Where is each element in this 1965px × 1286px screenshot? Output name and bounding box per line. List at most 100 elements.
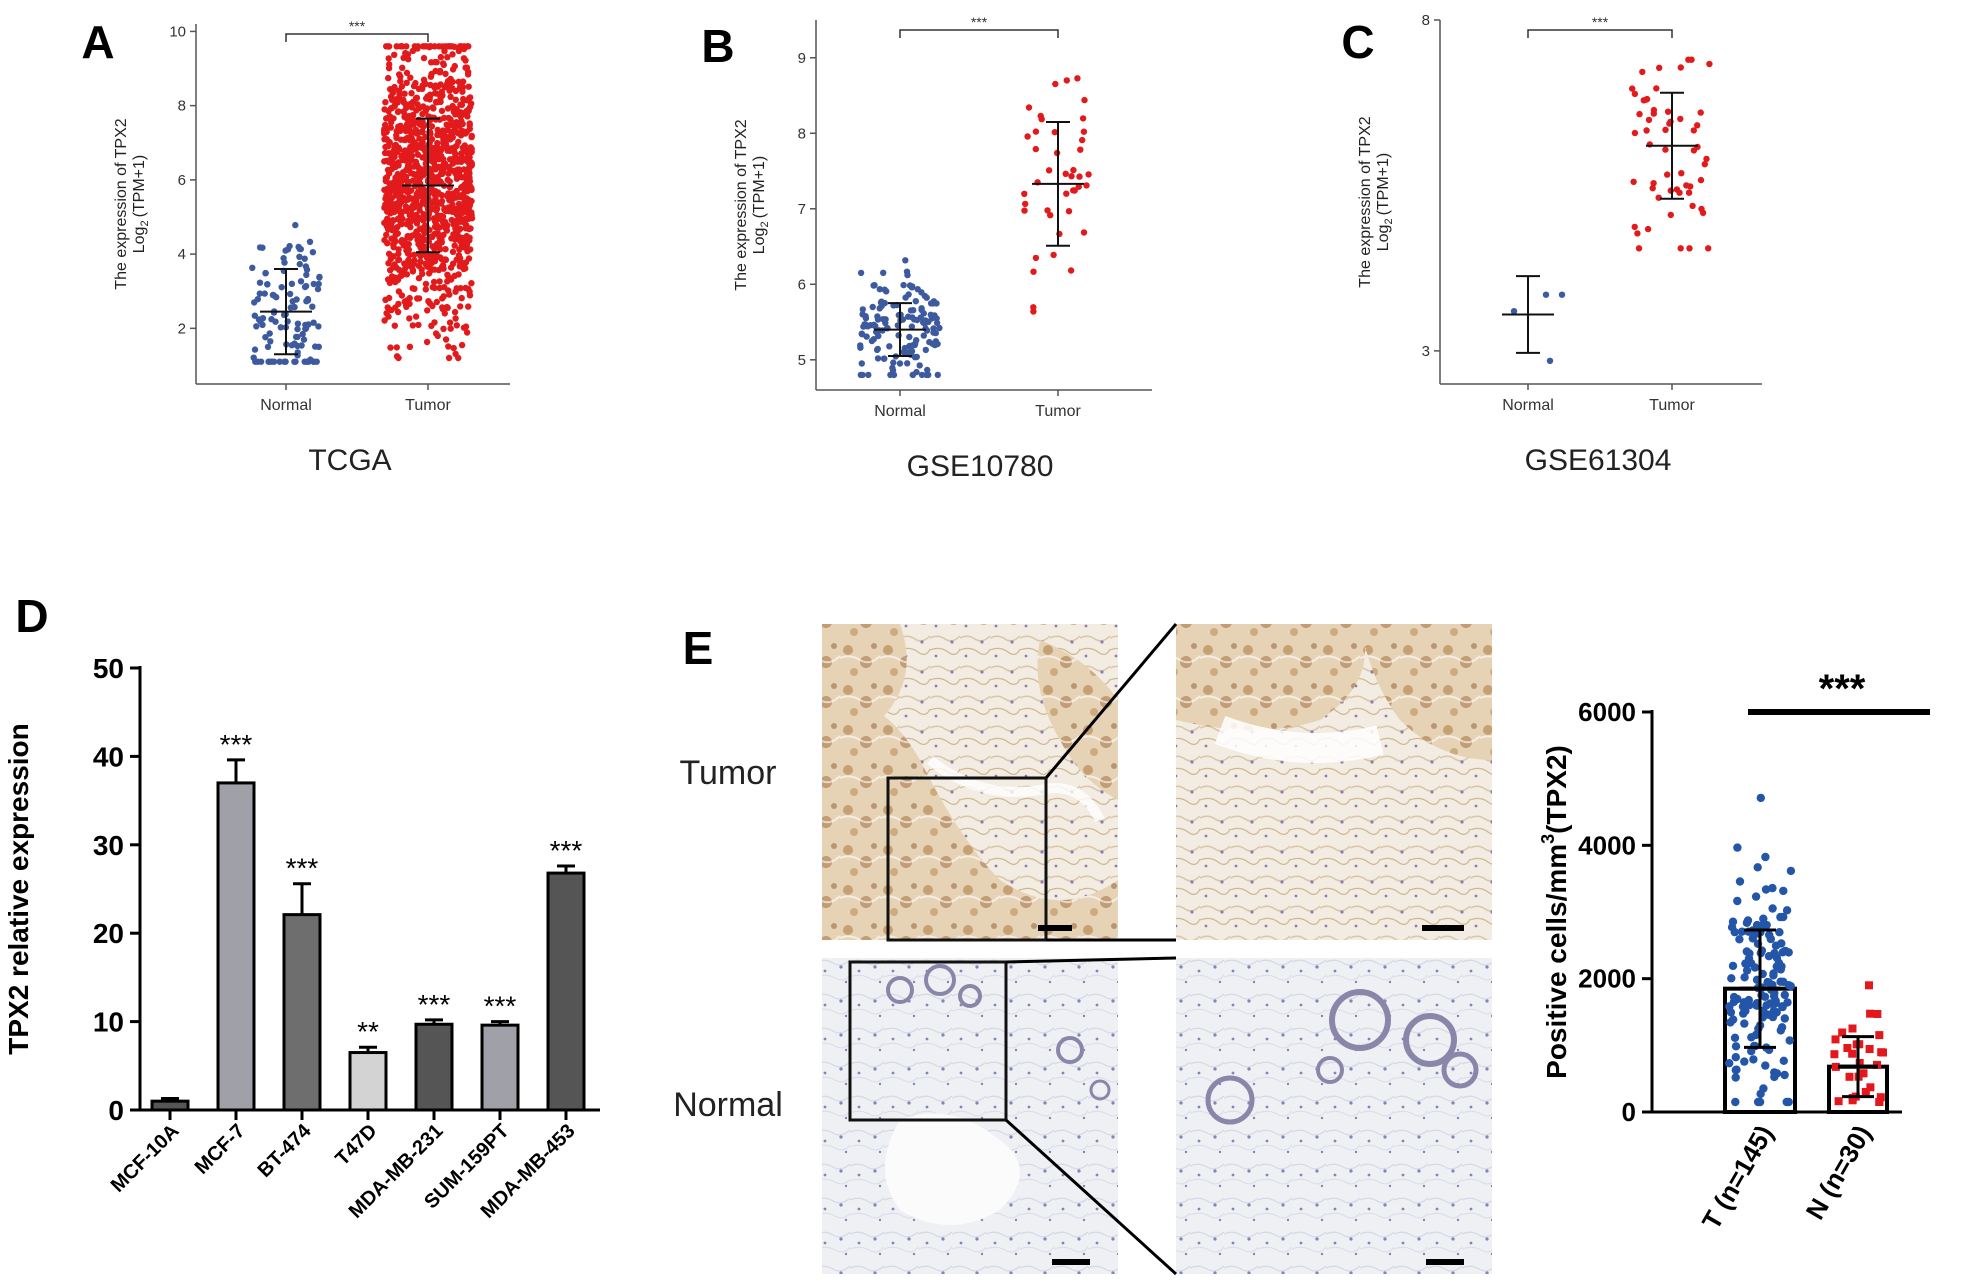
data-point-normal [936,324,943,332]
data-point-normal [900,281,907,289]
data-point-tumor [400,108,407,115]
bar-bt-474 [282,913,322,1112]
data-point-normal [1830,1050,1839,1059]
data-point-tumor [437,170,445,178]
data-point-normal [875,332,882,340]
data-point-tumor [1076,173,1083,180]
data-point-normal [922,346,929,354]
data-point-tumor [395,300,402,308]
data-point-tumor [438,107,446,115]
data-point-normal [255,316,263,323]
data-point-tumor [465,285,472,293]
data-point-tumor [1764,952,1774,961]
data-point-tumor [465,83,472,90]
data-point-tumor [426,234,433,242]
panel-a-scatter: 2 4 6 8 10 Normal Tumor The expression of TPX2 L… [113,18,510,477]
data-point-tumor [1030,268,1037,275]
data-point-tumor [1664,171,1671,178]
data-point-tumor [1785,1036,1794,1045]
data-point-tumor [468,148,475,156]
data-point-tumor [1667,187,1675,194]
data-point-tumor [429,199,436,206]
data-point-normal [882,319,889,327]
data-point-normal [278,284,285,291]
data-point-tumor [1779,977,1788,986]
data-point-tumor [454,231,461,239]
data-point-tumor [448,276,455,283]
data-point-normal [287,304,294,311]
data-point-tumor [392,162,400,169]
data-point-tumor [453,217,460,224]
data-point-tumor [438,197,446,205]
data-point-normal [300,336,308,343]
data-point-normal [291,358,298,365]
data-point-tumor [422,133,429,141]
data-point-tumor [430,278,438,286]
data-point-normal [294,320,302,327]
y-tick-label: 10 [169,23,186,40]
data-point-tumor [1080,128,1088,135]
data-point-tumor [437,53,445,61]
x-tick-label-tumor: Tumor [1649,397,1695,414]
y-tick-label: 0 [108,1095,124,1126]
data-point-tumor [1728,917,1738,926]
data-point-tumor [460,96,468,104]
data-point-tumor [1662,126,1669,133]
data-point-tumor [384,276,392,283]
data-point-tumor [1756,921,1765,931]
data-point-tumor [396,71,403,78]
data-point-tumor [1649,185,1656,192]
data-point-tumor [1079,115,1087,122]
data-point-tumor [440,293,447,300]
bar-t47d [348,1051,388,1112]
data-point-tumor [413,107,420,114]
bar-mda-mb-231 [414,1022,454,1112]
data-point-tumor [1070,166,1077,174]
data-point-tumor [1777,962,1786,971]
data-point-tumor [399,156,406,164]
data-point-tumor [398,176,406,184]
data-point-tumor [468,132,475,140]
data-point-tumor [1690,127,1698,134]
data-point-tumor [438,88,446,96]
y-tick-label: 6 [798,276,806,293]
data-point-tumor [459,234,467,242]
data-point-normal [857,269,865,277]
data-point-tumor [424,307,431,314]
data-point-tumor [1650,110,1658,117]
data-point-tumor [1045,167,1053,174]
x-tick-label-tumor: Tumor [1035,403,1081,420]
y-tick-label: 6 [178,172,186,189]
data-point-tumor [1694,122,1701,129]
data-point-tumor [399,215,406,222]
data-point-normal [302,282,310,290]
data-point-tumor [434,126,441,134]
data-point-normal [309,249,317,256]
data-point-tumor [1635,245,1643,252]
data-point-tumor [406,315,413,322]
data-point-tumor [1689,202,1696,210]
data-point-tumor [409,177,417,184]
data-point-tumor [1662,146,1669,153]
data-point-normal [934,371,941,379]
data-point-tumor [1768,1012,1778,1022]
data-point-normal [1865,1045,1874,1053]
panel-letter-a: A [81,16,114,68]
data-point-tumor [407,143,414,151]
data-point-tumor [1697,176,1705,184]
data-point-tumor [392,231,399,239]
data-point-tumor [1768,883,1777,893]
zoom-line-tumor-top [1044,623,1178,779]
x-tick-label: MCF-7 [191,1120,250,1179]
data-point-normal [314,285,322,293]
data-point-normal [299,330,306,338]
data-point-normal [294,342,301,350]
data-point-tumor [1778,948,1787,957]
panel-letter-b: B [701,20,734,72]
data-point-tumor [458,150,465,157]
data-point-tumor [385,138,393,145]
data-point-tumor [463,329,471,336]
data-point-normal [1558,291,1566,298]
data-point-tumor [1636,110,1643,118]
